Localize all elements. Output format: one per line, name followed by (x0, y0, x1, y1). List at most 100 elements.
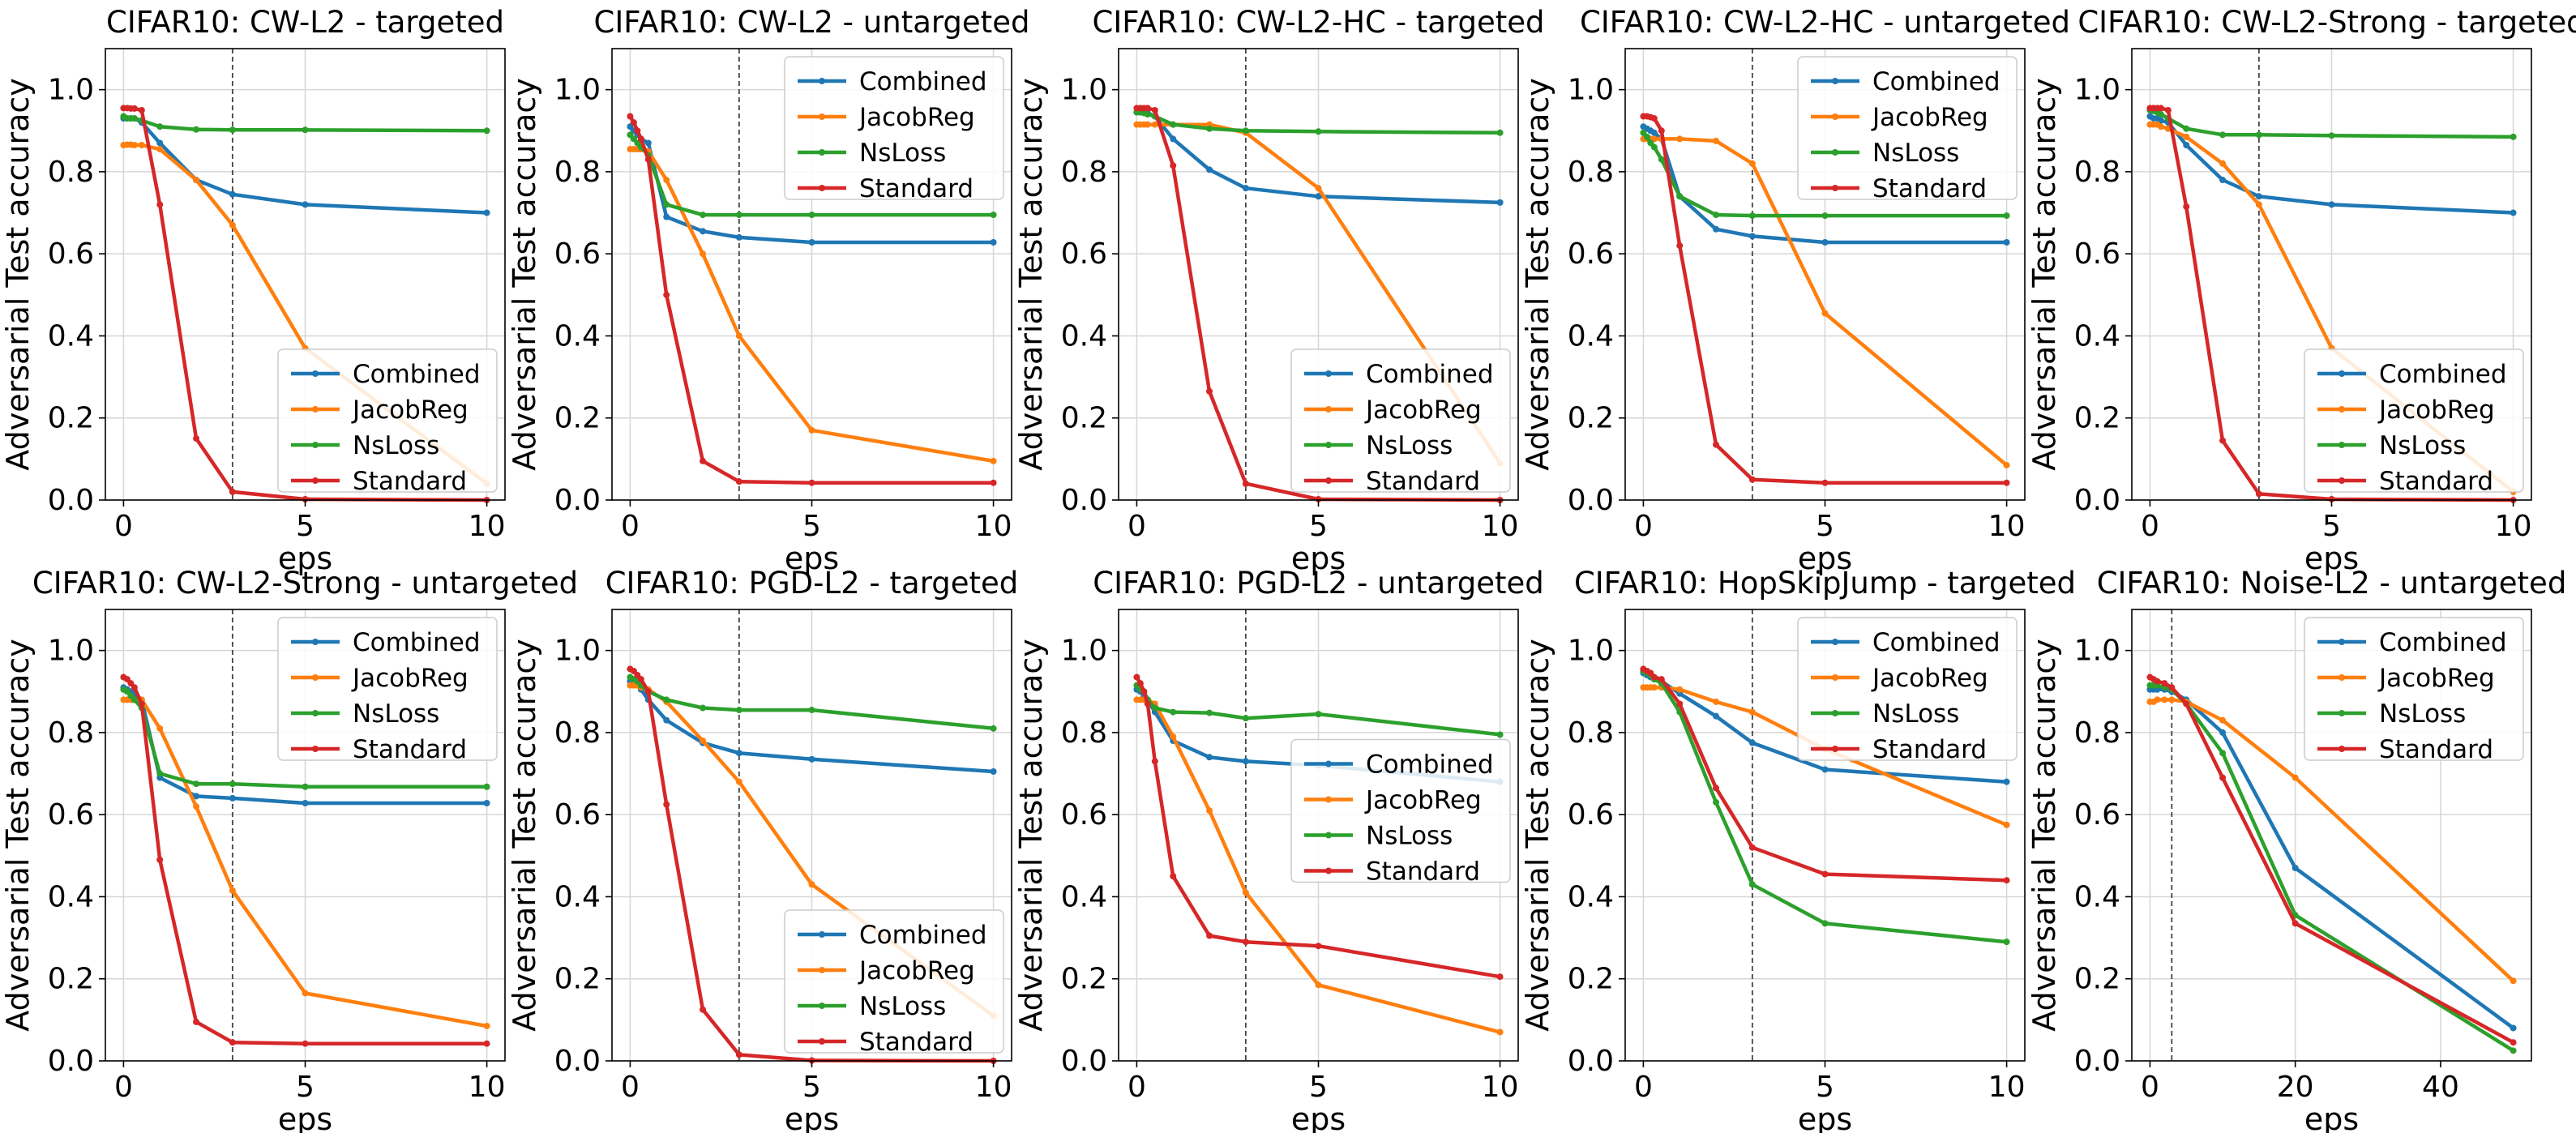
data-point-nsloss (2157, 111, 2164, 118)
x-axis-label: eps (1798, 1101, 1852, 1133)
legend-label-combined: Combined (1366, 750, 1494, 780)
y-tick-label: 0.4 (1061, 319, 1107, 353)
data-point-combined (990, 768, 997, 776)
y-tick-label: 0.8 (1568, 716, 1614, 750)
data-point-jacobreg (663, 177, 670, 184)
y-tick-label: 0.2 (1061, 963, 1107, 996)
y-tick-label: 0.6 (1061, 237, 1107, 271)
legend-box (1797, 617, 2018, 761)
legend-label-standard: Standard (859, 174, 973, 203)
legend-label-jacobreg: JacobReg (858, 956, 975, 985)
data-point-jacobreg (2154, 696, 2161, 703)
data-point-combined (1748, 739, 1756, 746)
data-point-jacobreg (2255, 201, 2262, 208)
data-point-nsloss (483, 783, 490, 790)
data-point-standard (735, 1051, 742, 1058)
data-point-nsloss (808, 212, 815, 219)
legend-box (784, 909, 1004, 1054)
legend-box (2304, 348, 2524, 493)
data-point-combined (2510, 1024, 2517, 1032)
data-point-combined (1821, 766, 1829, 773)
legend-marker-standard (312, 477, 319, 484)
y-tick-label: 0.2 (2074, 402, 2120, 435)
data-point-standard (1650, 115, 1658, 122)
x-axis-label: eps (785, 1101, 839, 1133)
legend-label-nsloss: NsLoss (353, 431, 439, 460)
subplot-4: 0.0 0.2 0.4 0.6 0.8 1.0 0 5 10 CIFAR10: CW-L2-HC … (1520, 5, 2070, 576)
data-point-standard (644, 688, 652, 695)
y-tick-label: 0.2 (554, 402, 601, 435)
legend-label-standard: Standard (859, 1028, 973, 1057)
legend-marker-combined (1832, 78, 1838, 84)
data-point-jacobreg (483, 1022, 490, 1029)
data-point-nsloss (131, 115, 138, 122)
x-tick-label: 0 (2141, 1071, 2159, 1104)
data-point-jacobreg (2510, 977, 2517, 985)
y-axis-label: Adversarial Test accuracy (1520, 639, 1555, 1031)
legend-marker-nsloss (312, 710, 319, 716)
data-point-nsloss (735, 212, 742, 219)
data-point-nsloss (1206, 709, 1213, 716)
data-point-nsloss (2255, 131, 2262, 139)
data-point-standard (1676, 242, 1684, 250)
data-point-standard (1748, 844, 1756, 851)
data-point-nsloss (1821, 920, 1829, 927)
data-point-standard (735, 478, 742, 485)
data-point-combined (735, 233, 742, 241)
y-tick-label: 0.2 (1568, 963, 1614, 996)
y-tick-label: 0.6 (554, 798, 601, 832)
legend-marker-combined (1832, 639, 1838, 645)
series-line-standard (628, 115, 994, 485)
x-axis-label: eps (278, 541, 332, 576)
data-point-combined (700, 228, 707, 235)
data-point-nsloss (663, 696, 670, 703)
data-point-jacobreg (1676, 135, 1684, 143)
data-point-nsloss (1713, 212, 1720, 219)
y-tick-label: 1.0 (2074, 74, 2120, 107)
data-point-nsloss (1144, 111, 1151, 118)
x-axis-label: eps (278, 1101, 332, 1133)
chart-title: CIFAR10: CW-L2-HC - untargeted (1580, 5, 2070, 40)
data-point-standard (2510, 1039, 2517, 1046)
data-point-jacobreg (1170, 733, 1177, 740)
data-point-standard (156, 856, 164, 863)
legend-label-combined: Combined (2379, 360, 2507, 389)
legend-label-jacobreg: JacobReg (2377, 664, 2495, 693)
data-point-jacobreg (302, 990, 309, 997)
data-point-jacobreg (808, 426, 815, 434)
data-point-standard (2161, 680, 2168, 687)
data-point-nsloss (1496, 731, 1504, 738)
x-tick-label: 0 (114, 1071, 133, 1104)
data-point-standard (156, 201, 164, 208)
y-tick-label: 0.0 (554, 484, 601, 517)
data-point-jacobreg (193, 803, 200, 810)
data-point-standard (1206, 387, 1213, 395)
subplot-1: 0.0 0.2 0.4 0.6 0.8 1.0 0 5 10 CIFAR10: CW-L2 - t… (0, 5, 506, 576)
data-point-standard (229, 488, 236, 495)
x-axis-label: eps (2304, 541, 2359, 576)
legend-marker-nsloss (1832, 149, 1838, 156)
data-point-nsloss (1643, 133, 1650, 140)
data-point-standard (663, 291, 670, 298)
y-tick-label: 0.0 (48, 484, 94, 517)
data-point-standard (1170, 873, 1177, 880)
legend-label-nsloss: NsLoss (2379, 431, 2466, 460)
data-point-standard (808, 479, 815, 486)
legend-marker-standard (1325, 867, 1332, 874)
data-point-nsloss (700, 704, 707, 712)
legend-label-combined: Combined (859, 921, 987, 950)
x-tick-label: 5 (296, 1071, 315, 1104)
subplot-8: 0.0 0.2 0.4 0.6 0.8 1.0 0 5 10 CIFAR10: PGD-L2 - … (1013, 566, 1544, 1133)
data-point-combined (663, 213, 670, 220)
legend-label-jacobreg: JacobReg (351, 664, 469, 693)
legend-marker-combined (819, 78, 825, 84)
data-point-standard (1151, 106, 1158, 113)
data-point-jacobreg (700, 250, 707, 258)
y-tick-label: 0.4 (554, 319, 601, 353)
subplot-9: 0.0 0.2 0.4 0.6 0.8 1.0 0 5 10 CIFAR10: HopSkipJu… (1520, 566, 2076, 1133)
y-tick-label: 0.8 (2074, 716, 2120, 750)
data-point-standard (630, 119, 637, 126)
data-point-combined (1206, 754, 1213, 761)
chart-title: CIFAR10: PGD-L2 - untargeted (1093, 566, 1543, 601)
